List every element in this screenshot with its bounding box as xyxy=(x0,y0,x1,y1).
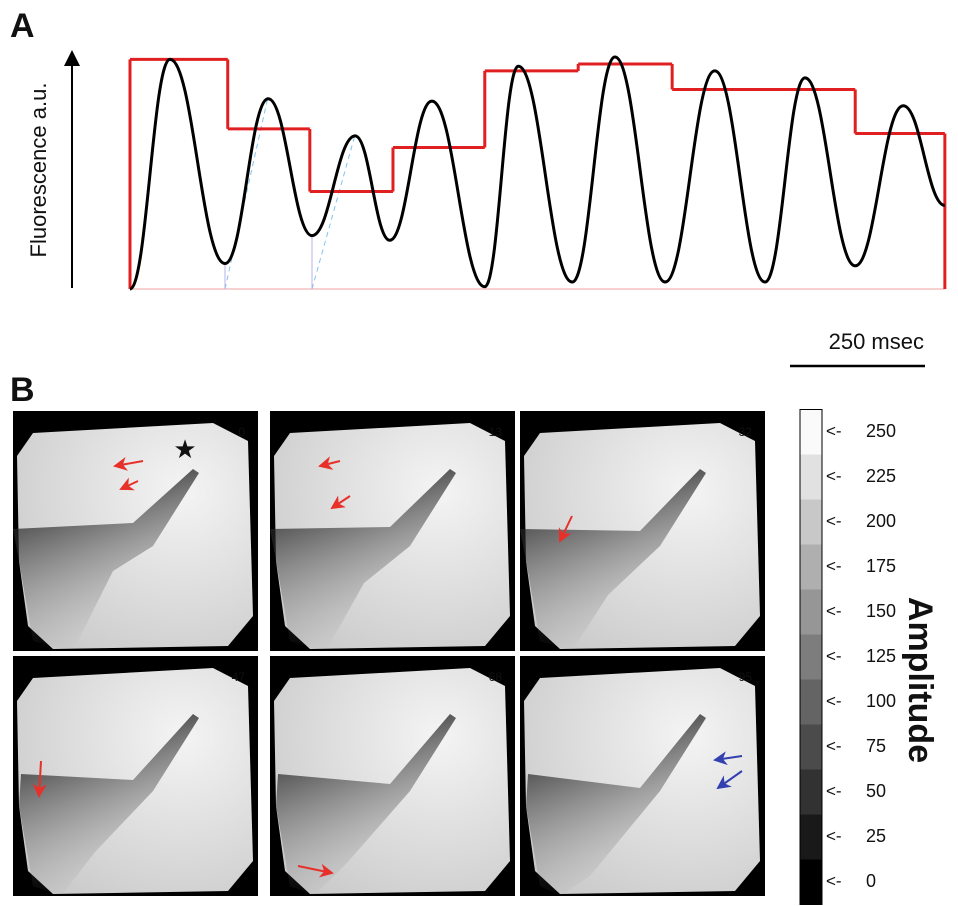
colorbar-tick-label: 25 xyxy=(866,826,886,846)
frame-time: 32 xyxy=(739,425,753,439)
colorbar-tick-label: 175 xyxy=(866,556,896,576)
colorbar-swatch xyxy=(800,589,822,635)
colorbar-swatch xyxy=(800,859,822,905)
dark-zone xyxy=(276,714,456,896)
guide xyxy=(311,134,356,290)
colorbar-tick-label: 150 xyxy=(866,601,896,621)
dark-zone xyxy=(13,469,199,651)
frame-panel: 68 xyxy=(270,656,515,896)
red-arrow xyxy=(113,456,144,471)
blue-arrow xyxy=(716,770,743,790)
colorbar-tick-label: 250 xyxy=(866,421,896,441)
blue-arrow xyxy=(713,751,743,766)
colorbar-tick-label: 200 xyxy=(866,511,896,531)
colorbar-swatch xyxy=(800,634,822,680)
frame-panel: 13 xyxy=(270,411,515,651)
colorbar-swatch xyxy=(800,724,822,770)
dark-zone xyxy=(270,469,456,651)
red-arrow xyxy=(558,515,573,543)
colorbar-swatch xyxy=(800,409,822,455)
frame-time: 0 xyxy=(238,425,245,439)
frame-time: 95 xyxy=(739,670,753,684)
colorbar-tick-label: 100 xyxy=(866,691,896,711)
colorbar-marker: <- xyxy=(826,511,842,530)
colorbar-marker: <- xyxy=(826,871,842,890)
panel-label: A xyxy=(10,7,35,45)
scale-bar-label: 250 msec xyxy=(829,329,924,354)
red-arrow xyxy=(32,760,47,798)
colorbar-marker: <- xyxy=(826,466,842,485)
colorbar-tick-label: 0 xyxy=(866,871,876,891)
frame-time: 68 xyxy=(489,670,503,684)
red-arrow xyxy=(297,863,334,878)
frame-time: 13 xyxy=(489,425,503,439)
colorbar-marker: <- xyxy=(826,691,842,710)
colorbar-swatch xyxy=(800,769,822,815)
colorbar-swatch xyxy=(800,814,822,860)
colorbar-tick-label: 75 xyxy=(866,736,886,756)
trace xyxy=(128,55,946,291)
colorbar-marker: <- xyxy=(826,736,842,755)
colorbar-tick-label: 225 xyxy=(866,466,896,486)
colorbar-tick-label: 50 xyxy=(866,781,886,801)
frame-panel: 0★ xyxy=(13,411,258,651)
colorbar-marker: <- xyxy=(826,601,842,620)
frame-panel: 95 xyxy=(520,656,765,896)
red-arrow xyxy=(119,477,139,491)
colorbar-swatch xyxy=(800,499,822,545)
frame-panel: 32 xyxy=(520,411,765,651)
colorbar-swatch xyxy=(800,454,822,500)
colorbar-marker: <- xyxy=(826,646,842,665)
colorbar-marker: <- xyxy=(826,781,842,800)
colorbar-tick-label: 125 xyxy=(866,646,896,666)
colorbar-marker: <- xyxy=(826,556,842,575)
colorbar-frame xyxy=(799,409,823,905)
dark-zone xyxy=(19,714,199,896)
colorbar-marker: <- xyxy=(826,826,842,845)
guide xyxy=(224,96,269,290)
colorbar-title: Amplitude xyxy=(901,597,939,763)
frame-time: 47 xyxy=(232,670,246,684)
colorbar-swatch xyxy=(800,544,822,590)
star: ★ xyxy=(173,434,196,464)
frame-panel: 47 xyxy=(13,656,258,896)
y-axis-label: Fluorescence a.u. xyxy=(26,83,51,258)
dark-zone xyxy=(520,469,706,651)
dark-zone xyxy=(526,714,706,896)
red-arrow xyxy=(318,456,341,470)
red-arrow xyxy=(330,495,351,510)
colorbar-marker: <- xyxy=(826,421,842,440)
colorbar-swatch xyxy=(800,679,822,725)
panel-label: B xyxy=(10,371,35,409)
